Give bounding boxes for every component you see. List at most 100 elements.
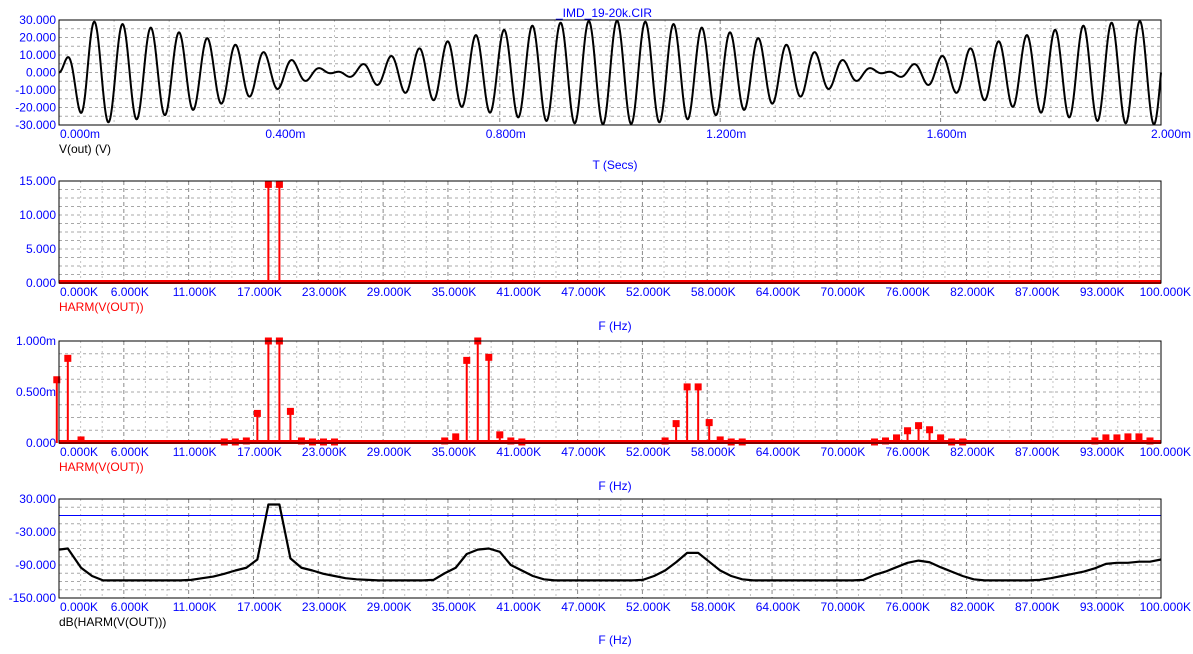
- y-tick-label: 5.000: [26, 242, 56, 256]
- plot-frame: [58, 340, 1162, 444]
- spectrum-marker: [937, 434, 945, 442]
- x-tick-label: 1.600m: [927, 127, 967, 141]
- legend-label: HARM(V(OUT)): [59, 300, 144, 314]
- legend-label: V(out) (V): [59, 142, 111, 156]
- y-tick-label: -30.000: [15, 525, 56, 539]
- spectrum-marker: [705, 419, 713, 427]
- spectrum-marker: [683, 383, 691, 391]
- x-tick-label: 29.000K: [367, 285, 412, 299]
- y-tick-label: -150.000: [9, 591, 57, 605]
- spectrum-marker: [286, 407, 294, 415]
- spectrum-marker: [1113, 434, 1121, 442]
- x-tick-label: 82.000K: [950, 445, 995, 459]
- chart-panel-3: 1.000m 0.500m 0.000 0.000K 6.000K 11.000K 17.0…: [16, 334, 1191, 493]
- x-tick-label: 87.000K: [1015, 285, 1060, 299]
- x-tick-label: 93.000K: [1080, 445, 1125, 459]
- x-tick-label: 6.000K: [111, 285, 149, 299]
- spectrum-marker: [331, 438, 338, 446]
- spectrum-marker: [926, 426, 934, 434]
- x-tick-label: 1.200m: [706, 127, 746, 141]
- spectrum-marker: [64, 354, 72, 362]
- y-tick-label: 30.000: [19, 13, 56, 27]
- x-tick-label: 93.000K: [1080, 600, 1125, 614]
- spectrum-marker: [231, 438, 239, 446]
- plot-frame: [58, 498, 1162, 599]
- y-tick-label: 30.000: [19, 492, 56, 506]
- y-tick-label: 0.000: [26, 66, 56, 80]
- x-tick-label: 17.000K: [237, 445, 282, 459]
- x-tick-label: 47.000K: [561, 600, 606, 614]
- x-tick-label: 47.000K: [561, 285, 606, 299]
- x-axis-label: F (Hz): [598, 479, 631, 493]
- x-tick-label: 64.000K: [756, 285, 801, 299]
- chart-panel-1: 30.000 20.000 10.000 0.000 -10.000 -20.000 -30…: [15, 13, 1191, 172]
- y-tick-label: 10.000: [19, 208, 56, 222]
- x-tick-label: 23.000K: [302, 445, 347, 459]
- spectrum-marker: [661, 437, 669, 445]
- spectrum-marker: [242, 437, 250, 445]
- spectrum-marker: [1091, 437, 1099, 445]
- x-tick-label: 70.000K: [821, 600, 866, 614]
- x-tick-label: 52.000K: [626, 445, 671, 459]
- x-tick-label: 0.000m: [60, 127, 100, 141]
- spectrum-marker: [220, 438, 228, 446]
- x-tick-label: 2.000m: [1151, 127, 1191, 141]
- spectrum-marker: [452, 433, 460, 441]
- y-tick-label: -10.000: [15, 83, 56, 97]
- spectrum-marker: [694, 383, 702, 391]
- x-tick-label: 11.000K: [173, 285, 217, 299]
- x-tick-label: 0.400m: [265, 127, 305, 141]
- voltage-trace: [58, 19, 1162, 126]
- spectrum-marker: [904, 427, 912, 435]
- x-tick-label: 11.000K: [173, 445, 217, 459]
- spectrum-marker: [893, 434, 901, 442]
- x-tick-label: 35.000K: [432, 445, 477, 459]
- x-tick-label: 82.000K: [950, 600, 995, 614]
- x-tick-label: 0.000K: [60, 445, 98, 459]
- spectrum-marker: [507, 437, 515, 445]
- spectrum-marker: [253, 409, 261, 417]
- y-tick-label: 0.000: [26, 436, 56, 450]
- spectrum-marker: [948, 438, 956, 446]
- x-tick-label: 100.000K: [1140, 600, 1191, 614]
- x-tick-label: 23.000K: [302, 600, 347, 614]
- y-tick-label: 20.000: [19, 31, 56, 45]
- legend-label: HARM(V(OUT)): [59, 460, 144, 474]
- spectrum-marker: [1124, 433, 1132, 441]
- x-tick-label: 100.000K: [1140, 445, 1191, 459]
- spectrum-marker: [1102, 434, 1110, 442]
- x-tick-label: 47.000K: [561, 445, 606, 459]
- spectrum-marker: [319, 438, 327, 446]
- x-tick-label: 58.000K: [691, 600, 736, 614]
- x-tick-label: 93.000K: [1080, 285, 1125, 299]
- spectrum-marker: [485, 353, 493, 361]
- legend-label: dB(HARM(V(OUT))): [59, 615, 166, 629]
- db-trace: [58, 503, 1162, 582]
- spectrum-marker: [727, 438, 735, 446]
- spectrum-marker: [518, 438, 526, 446]
- spectrum-marker: [882, 437, 889, 445]
- y-tick-label: -30.000: [15, 118, 56, 132]
- x-tick-label: 58.000K: [691, 285, 736, 299]
- x-tick-label: 0.000K: [60, 600, 98, 614]
- spectrum-marker: [308, 438, 316, 446]
- x-tick-label: 64.000K: [756, 445, 801, 459]
- spectrum-marker: [297, 437, 305, 445]
- x-tick-label: 17.000K: [237, 600, 282, 614]
- x-tick-label: 17.000K: [237, 285, 282, 299]
- spectrum-marker: [463, 356, 471, 364]
- x-tick-label: 0.000K: [60, 285, 98, 299]
- x-tick-label: 87.000K: [1015, 600, 1060, 614]
- y-tick-label: 10.000: [19, 48, 56, 62]
- x-tick-label: 23.000K: [302, 285, 347, 299]
- spectrum-marker: [53, 376, 61, 384]
- y-tick-label: 1.000m: [16, 334, 56, 348]
- x-tick-label: 87.000K: [1015, 445, 1060, 459]
- x-tick-label: 58.000K: [691, 445, 736, 459]
- x-tick-label: 29.000K: [367, 445, 412, 459]
- x-tick-label: 11.000K: [173, 600, 217, 614]
- x-tick-label: 76.000K: [885, 600, 930, 614]
- x-axis-label: F (Hz): [598, 633, 631, 647]
- spectrum-marker: [77, 436, 85, 444]
- spectrum-marker: [870, 438, 878, 446]
